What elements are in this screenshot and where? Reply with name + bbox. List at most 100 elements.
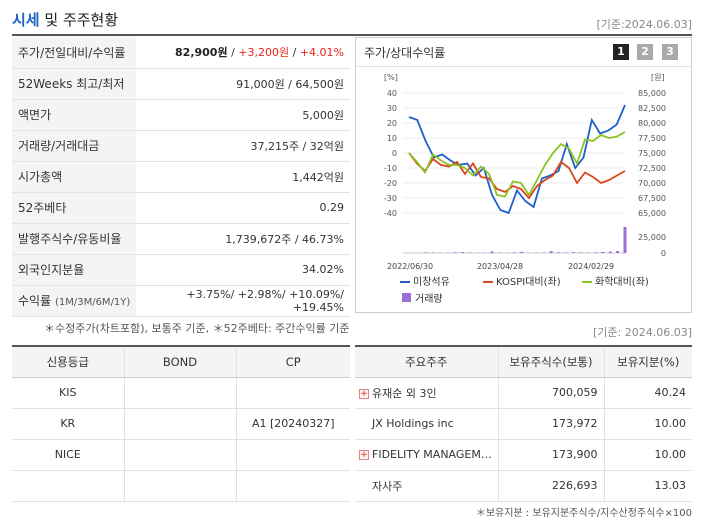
series-lines — [408, 104, 626, 215]
x-tick-label: 2023/04/28 — [477, 262, 523, 271]
table-row: 액면가 5,000원 — [12, 99, 350, 131]
chart-legend: 미창석유 KOSPI대비(좌) 화학대비(좌) 거래량 — [400, 276, 649, 305]
table-row: 52주베타 0.29 — [12, 192, 350, 224]
chart-tab-3[interactable]: 3 — [662, 44, 678, 60]
bond-cell — [123, 439, 236, 471]
left-tick-label: 0 — [392, 149, 397, 158]
holder-name-cell[interactable]: + FIDELITY MANAGEM… — [355, 439, 498, 471]
column-header: BOND — [123, 345, 236, 378]
major-holders-table: 주요주주 보유주식수(보통) 보유지분(%) + 유재순 외 3인 700,059… — [355, 345, 692, 502]
legend-label: 미창석유 — [413, 276, 450, 288]
holders-date: [기준: 2024.06.03] — [592, 326, 692, 339]
left-tick-label: -30 — [384, 194, 397, 203]
legend-label: KOSPI대비(좌) — [496, 276, 561, 288]
pct-cell: 40.24 — [603, 377, 692, 409]
right-tick-label: 82,500 — [638, 104, 666, 113]
bond-cell — [123, 408, 236, 440]
table-row: 수익률 (1M/3M/6M/1Y) +3.75%/ +2.98%/ +10.09… — [12, 285, 350, 317]
holder-name: 유재순 외 3인 — [372, 386, 437, 400]
left-tick-label: -20 — [384, 179, 397, 188]
cp-cell — [235, 470, 350, 502]
left-tick-label: -10 — [384, 164, 397, 173]
volume-bar — [549, 251, 553, 253]
table-row: JX Holdings inc 173,972 10.00 — [355, 408, 692, 440]
chart-tab-2[interactable]: 2 — [637, 44, 653, 60]
holder-name-cell: 자사주 — [355, 470, 498, 502]
separator: / — [289, 46, 300, 60]
title-divider — [12, 34, 692, 36]
volume-bar — [571, 252, 575, 253]
series-line — [408, 131, 626, 198]
volume-axis-ticks: 25,000 0 — [638, 233, 666, 258]
row-value: 5,000원 — [136, 99, 350, 131]
price-change: +3,200원 — [238, 46, 290, 60]
row-value: 1,442억원 — [136, 161, 350, 193]
volume-bar — [424, 252, 428, 253]
cp-cell: A1 [20240327] — [235, 408, 350, 440]
right-axis-ticks: 85,000 82,500 80,000 77,500 75,000 72,500 70,0… — [638, 89, 666, 218]
volume-bar — [468, 252, 472, 253]
price-value: 82,900원 / +3,200원 / +4.01% — [136, 37, 350, 69]
table-row: KR A1 [20240327] — [12, 408, 350, 440]
chart-panel-header — [355, 37, 692, 67]
table-row: 자사주 226,693 13.03 — [355, 470, 692, 502]
column-header: 보유지분(%) — [603, 345, 692, 378]
x-axis-ticks: 2022/06/30 2023/04/28 2024/02/29 — [387, 262, 614, 271]
bond-cell — [123, 470, 236, 502]
table-row: 거래량/거래대금 37,215주 / 32억원 — [12, 130, 350, 162]
volume-bar — [461, 252, 465, 253]
volume-bar — [512, 252, 516, 253]
row-value: 34.02% — [136, 254, 350, 286]
title-date: [기준:2024.06.03] — [596, 18, 692, 31]
shares-cell: 700,059 — [497, 377, 604, 409]
column-header: 보유주식수(보통) — [497, 345, 604, 378]
legend-swatch — [402, 293, 411, 302]
table-row: 주가/전일대비/수익률 82,900원 / +3,200원 / +4.01% — [12, 37, 350, 69]
right-tick-label: 70,000 — [638, 179, 666, 188]
pct-cell: 13.03 — [603, 470, 692, 502]
right-tick-label: 80,000 — [638, 119, 666, 128]
expand-plus-icon[interactable]: + — [359, 450, 369, 460]
agency-cell: KR — [12, 408, 124, 440]
table-row: 발행주식수/유동비율 1,739,672주 / 46.73% — [12, 223, 350, 255]
row-key: 주가/전일대비/수익률 — [12, 37, 137, 69]
chart-tab-1[interactable]: 1 — [613, 44, 629, 60]
right-tick-label: 72,500 — [638, 164, 666, 173]
volume-tick-label: 0 — [661, 249, 666, 258]
separator: / — [227, 46, 239, 60]
returns-key: 수익률 (1M/3M/6M/1Y) — [12, 285, 137, 317]
holder-name-cell[interactable]: + 유재순 외 3인 — [355, 377, 498, 409]
shares-cell: 173,900 — [497, 439, 604, 471]
volume-bar — [490, 251, 494, 253]
volume-bar — [608, 251, 612, 253]
table-row: 52Weeks 최고/최저 91,000원 / 64,500원 — [12, 68, 350, 100]
agency-cell: KIS — [12, 377, 124, 409]
current-price: 82,900원 — [175, 46, 228, 60]
table-row: 외국인지분율 34.02% — [12, 254, 350, 286]
holders-footnote: ＊보유지분 : 보유지분주식수/지수산정주식수×100 — [475, 508, 692, 519]
left-axis-unit: [%] — [384, 73, 398, 82]
row-value: 1,739,672주 / 46.73% — [136, 223, 350, 255]
holder-name: FIDELITY MANAGEM… — [372, 448, 492, 461]
volume-bar — [453, 252, 457, 253]
right-tick-label: 85,000 — [638, 89, 666, 98]
table-row: NICE — [12, 439, 350, 471]
pct-cell: 10.00 — [603, 408, 692, 440]
holder-name: 자사주 — [372, 479, 403, 493]
table-row: + 유재순 외 3인 700,059 40.24 — [355, 377, 692, 409]
table-row: KIS — [12, 377, 350, 409]
volume-bar — [601, 251, 605, 253]
legend-label: 거래량 — [415, 293, 443, 305]
title-main: 시세 — [12, 11, 40, 29]
left-tick-label: 30 — [387, 104, 397, 113]
chart-panel — [355, 37, 692, 313]
row-key: 거래량/거래대금 — [12, 130, 137, 162]
x-tick-label: 2022/06/30 — [387, 262, 433, 271]
left-tick-label: 40 — [387, 89, 397, 98]
volume-tick-label: 25,000 — [638, 233, 666, 242]
title-rest: 및 주주현황 — [44, 11, 119, 29]
agency-cell — [12, 470, 124, 502]
column-header: CP — [235, 345, 350, 378]
stock-chart: [%] [원] 40 30 20 10 0 -10 -20 -30 -40 85,000 82,5… — [384, 73, 666, 305]
expand-plus-icon[interactable]: + — [359, 388, 369, 399]
